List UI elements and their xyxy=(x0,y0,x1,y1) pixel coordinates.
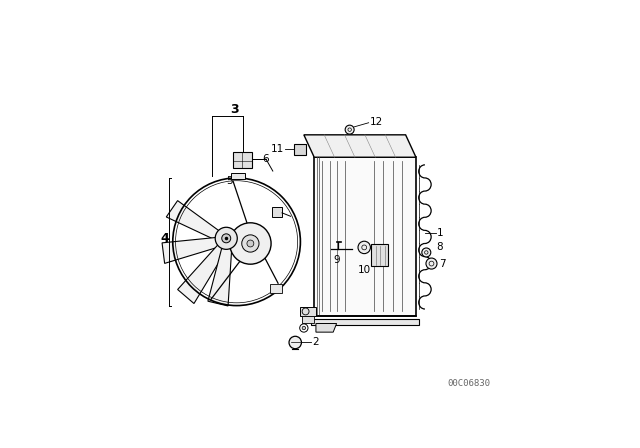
Text: 10: 10 xyxy=(358,265,371,275)
Text: 8: 8 xyxy=(436,242,444,252)
Text: 12: 12 xyxy=(370,117,383,127)
Text: 5: 5 xyxy=(226,177,233,186)
Circle shape xyxy=(426,258,437,269)
Polygon shape xyxy=(162,237,227,263)
Polygon shape xyxy=(272,207,282,217)
Polygon shape xyxy=(269,284,282,293)
Polygon shape xyxy=(304,135,416,157)
Circle shape xyxy=(302,326,305,330)
Polygon shape xyxy=(294,144,305,155)
Text: 6: 6 xyxy=(262,154,268,164)
Circle shape xyxy=(358,241,371,254)
Text: 9: 9 xyxy=(333,254,340,265)
Polygon shape xyxy=(316,323,337,332)
Polygon shape xyxy=(233,152,252,168)
Polygon shape xyxy=(208,238,232,306)
Circle shape xyxy=(422,248,431,257)
Polygon shape xyxy=(314,157,416,316)
Polygon shape xyxy=(311,319,419,325)
Circle shape xyxy=(247,240,254,247)
Polygon shape xyxy=(371,244,388,267)
Polygon shape xyxy=(302,316,314,323)
Polygon shape xyxy=(178,237,231,304)
Circle shape xyxy=(221,234,231,243)
Circle shape xyxy=(289,336,301,349)
Text: 00C06830: 00C06830 xyxy=(447,379,490,388)
Polygon shape xyxy=(166,201,227,243)
Circle shape xyxy=(345,125,354,134)
Circle shape xyxy=(242,235,259,252)
Text: 11: 11 xyxy=(271,144,284,154)
Polygon shape xyxy=(300,307,316,316)
Polygon shape xyxy=(232,173,245,179)
Text: 7: 7 xyxy=(440,258,446,268)
Text: 1: 1 xyxy=(437,228,444,238)
Text: 4: 4 xyxy=(161,232,170,245)
Circle shape xyxy=(230,223,271,264)
Circle shape xyxy=(215,227,237,250)
Text: 2: 2 xyxy=(312,337,319,347)
Text: 3: 3 xyxy=(230,103,239,116)
